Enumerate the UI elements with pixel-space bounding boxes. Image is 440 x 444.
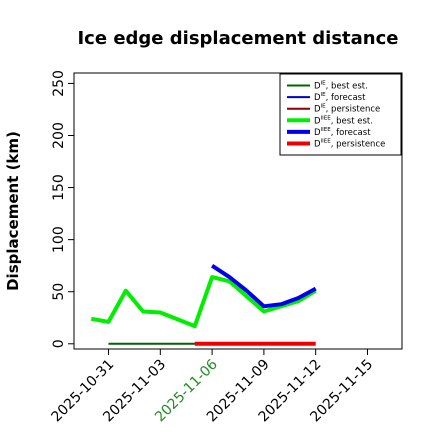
legend-entry-label: DIIEE, best est. — [314, 115, 373, 126]
y-tick-label: 150 — [51, 174, 67, 201]
legend-entry-label: DIIEE, persistence — [314, 139, 385, 150]
plot-frame — [73, 72, 403, 350]
series-line-3 — [90, 275, 317, 329]
y-tick-label: 50 — [51, 283, 67, 301]
y-tick-label: 100 — [51, 226, 67, 253]
legend-entry-label: DIE, best est. — [314, 81, 368, 92]
y-tick-label: 200 — [51, 122, 67, 149]
series-layer — [90, 264, 317, 346]
y-tick-label: 0 — [51, 339, 67, 348]
legend-entry-label: DIIEE, forecast — [314, 127, 371, 138]
y-axis-label: Displacement (km) — [4, 131, 22, 291]
legend-entry-label: DIE, forecast — [314, 92, 366, 103]
legend-entry-label: DIE, persistence — [314, 104, 380, 115]
chart-title: Ice edge displacement distance — [77, 28, 398, 49]
series-line-4 — [210, 264, 317, 309]
y-tick-label: 250 — [51, 70, 67, 97]
